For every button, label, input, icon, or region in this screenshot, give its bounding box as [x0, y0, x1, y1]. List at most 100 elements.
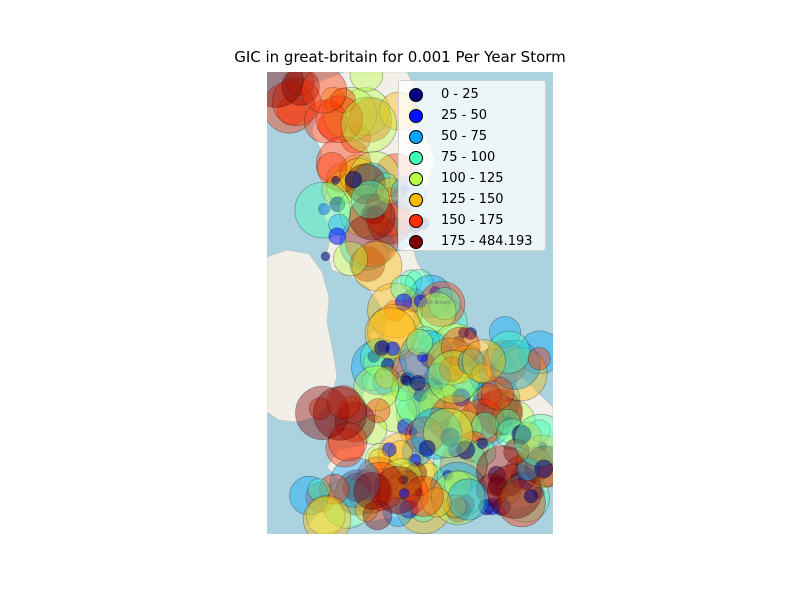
gic-marker [365, 398, 391, 424]
gic-marker [443, 494, 467, 519]
gic-marker [334, 401, 376, 443]
legend-entry: 175 - 484.193 [409, 231, 545, 252]
gic-marker [475, 445, 529, 498]
gic-marker [401, 375, 412, 386]
gic-marker [398, 475, 409, 485]
gic-marker [334, 469, 382, 516]
gic-marker [333, 241, 369, 277]
gic-marker [340, 122, 372, 154]
gic-marker [470, 407, 510, 447]
gic-marker [328, 227, 346, 246]
gic-marker [442, 469, 454, 481]
gic-marker [527, 346, 551, 371]
gic-marker [447, 478, 490, 521]
gic-marker [447, 443, 462, 458]
gic-marker [396, 478, 452, 534]
gic-marker [281, 72, 320, 106]
gic-marker [325, 428, 365, 468]
gic-marker [344, 170, 363, 189]
gic-marker [303, 99, 348, 144]
gic-marker [365, 205, 385, 225]
gic-marker [424, 377, 444, 396]
gic-marker [488, 476, 508, 496]
gic-marker [374, 340, 390, 357]
gic-marker [416, 291, 457, 332]
gic-marker [453, 493, 475, 515]
gic-marker [331, 175, 341, 185]
gic-marker [271, 77, 322, 127]
gic-marker [444, 470, 472, 499]
legend-label: 0 - 25 [441, 87, 479, 102]
legend-entry: 75 - 100 [409, 147, 545, 168]
gic-marker [494, 408, 521, 435]
gic-marker [317, 111, 346, 140]
gic-marker [349, 72, 384, 92]
gic-marker [320, 86, 345, 111]
gic-marker [308, 397, 332, 420]
gic-marker [408, 453, 422, 467]
land-isle-of-man [368, 329, 380, 345]
gic-marker [493, 347, 548, 402]
gic-marker [302, 495, 352, 534]
gic-marker [445, 497, 471, 523]
gic-marker [306, 496, 346, 534]
gic-marker [466, 356, 481, 372]
gic-marker [452, 365, 463, 376]
gic-marker [315, 95, 363, 143]
gic-marker [322, 86, 378, 142]
gic-marker [501, 415, 513, 427]
legend-swatch [409, 213, 423, 228]
gic-marker [487, 330, 531, 374]
gic-marker [477, 382, 502, 407]
gic-marker [312, 386, 368, 441]
gic-marker [380, 357, 395, 372]
gic-marker [405, 462, 428, 484]
gic-markers [267, 72, 553, 534]
legend-label: 175 - 484.193 [441, 234, 533, 249]
gic-marker [295, 385, 350, 441]
legend-label: 25 - 50 [441, 108, 488, 123]
gic-marker [330, 87, 356, 114]
gic-marker [461, 339, 506, 384]
legend-entry: 100 - 125 [409, 168, 545, 189]
gic-marker [348, 193, 396, 241]
gic-marker [452, 335, 465, 349]
legend-swatch [409, 150, 423, 165]
gic-marker [289, 475, 329, 516]
legend-label: 150 - 175 [441, 213, 504, 228]
gic-marker [424, 362, 451, 390]
gic-marker [316, 151, 348, 183]
gic-marker [426, 337, 475, 386]
gic-marker [472, 392, 491, 411]
gic-marker [523, 488, 539, 504]
gic-marker [399, 499, 419, 519]
gic-marker [301, 72, 347, 114]
gic-marker [421, 487, 452, 518]
gic-marker [267, 72, 304, 108]
gic-marker [320, 251, 331, 262]
gic-marker [342, 472, 372, 503]
legend-swatch [409, 234, 423, 249]
map-label-great-britain: Great Britain [419, 300, 451, 306]
gic-marker [478, 498, 495, 516]
gic-marker [511, 424, 532, 445]
legend-entry: 150 - 175 [409, 210, 545, 231]
legend-swatch [409, 192, 423, 207]
gic-marker [457, 348, 485, 376]
gic-marker [414, 487, 424, 497]
legend-swatch [409, 129, 423, 144]
gic-marker [368, 448, 390, 471]
gic-marker [534, 459, 553, 479]
gic-marker [373, 172, 398, 198]
gic-marker [329, 457, 381, 508]
gic-marker [476, 437, 489, 450]
gic-marker [354, 498, 379, 522]
gic-marker [341, 87, 391, 136]
gic-marker [305, 481, 336, 513]
gic-marker [406, 328, 434, 357]
gic-marker [356, 456, 400, 501]
gic-marker [353, 365, 399, 412]
gic-marker [480, 376, 515, 410]
gic-marker [351, 240, 403, 292]
gic-marker [276, 95, 307, 126]
